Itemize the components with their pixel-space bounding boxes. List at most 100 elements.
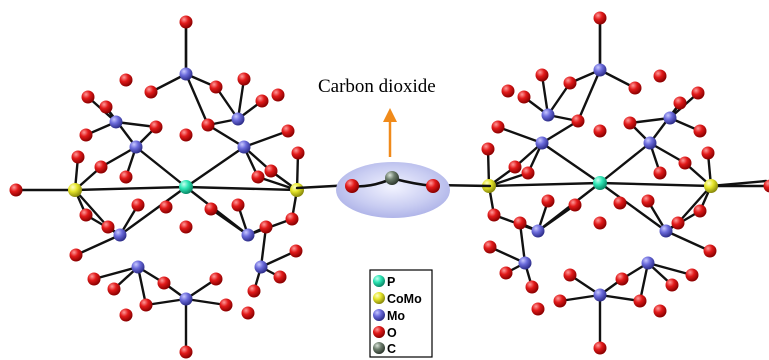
right-cluster-bonds (486, 16, 769, 350)
right-oxygen-atom (508, 160, 522, 174)
right-bond (598, 181, 668, 233)
right-oxygen-atom (653, 69, 667, 83)
right-oxygen-atom (633, 294, 647, 308)
right-terminal-bond (709, 179, 768, 188)
right-oxygen-atom (593, 341, 607, 355)
left-oxygen-atom (291, 146, 305, 160)
right-bond (540, 119, 580, 145)
left-molybdenum-atom (113, 228, 127, 242)
right-oxygen-atom (641, 194, 655, 208)
right-oxygen-atom (563, 268, 577, 282)
right-oxygen-atom (593, 11, 607, 25)
left-oxygen-atom (9, 183, 23, 197)
left-oxygen-atom (271, 88, 285, 102)
legend-item-c: C (373, 342, 396, 356)
upward-arrow-icon (383, 108, 397, 122)
right-oxygen-atom (593, 124, 607, 138)
right-oxygen-atom (501, 84, 515, 98)
right-oxygen-atom (673, 96, 687, 110)
left-phosphorus-atom (179, 180, 193, 194)
left-cluster-atoms (9, 15, 305, 359)
right-oxygen-atom (553, 294, 567, 308)
left-bond (99, 145, 138, 169)
right-oxygen-atom (499, 266, 513, 280)
right-bond (648, 101, 682, 145)
right-molybdenum-atom (641, 256, 655, 270)
right-oxygen-atom (671, 216, 685, 230)
right-oxygen-atom (763, 179, 769, 193)
right-oxygen-atom (513, 216, 527, 230)
legend-o-label: O (387, 326, 397, 340)
right-bond (648, 141, 687, 165)
co2-highlight-ellipse (336, 162, 450, 218)
right-cobalt-molybdenum-atom (704, 179, 718, 193)
left-molybdenum-atom (131, 260, 145, 274)
co2-oxygen-atom-right (426, 179, 440, 193)
right-oxygen-atom (693, 204, 707, 218)
left-oxygen-atom (219, 298, 233, 312)
left-oxygen-atom (159, 200, 173, 214)
right-molybdenum-atom (531, 224, 545, 238)
left-oxygen-atom (119, 73, 133, 87)
left-bond (209, 207, 250, 237)
left-oxygen-atom (99, 100, 113, 114)
left-oxygen-atom (259, 220, 273, 234)
left-oxygen-atom (94, 160, 108, 174)
right-molybdenum-atom (535, 136, 549, 150)
left-oxygen-atom (87, 272, 101, 286)
left-oxygen-atom (209, 80, 223, 94)
right-bond (646, 261, 694, 277)
right-molybdenum-atom (643, 136, 657, 150)
left-oxygen-atom (157, 276, 171, 290)
legend-como-swatch-icon (373, 292, 385, 304)
left-molybdenum-atom (237, 140, 251, 154)
left-bond (149, 72, 188, 94)
right-oxygen-atom (541, 194, 555, 208)
left-molybdenum-atom (179, 67, 193, 81)
left-bond (236, 77, 246, 121)
left-oxygen-atom (289, 244, 303, 258)
right-bond (598, 293, 642, 303)
left-oxygen-atom (119, 308, 133, 322)
left-molybdenum-atom (231, 112, 245, 126)
left-oxygen-atom (131, 198, 145, 212)
right-oxygen-atom (531, 302, 545, 316)
left-bond (118, 185, 188, 237)
legend-como-label: CoMo (387, 292, 422, 306)
left-bond (184, 72, 210, 127)
right-bond (664, 229, 712, 253)
right-oxygen-atom (568, 198, 582, 212)
right-bond (676, 184, 713, 225)
left-oxygen-atom (69, 248, 83, 262)
left-oxygen-atom (81, 90, 95, 104)
left-oxygen-atom (264, 164, 278, 178)
legend-p-swatch-icon (373, 275, 385, 287)
left-oxygen-atom (144, 85, 158, 99)
left-bond (259, 225, 268, 269)
left-oxygen-atom (281, 124, 295, 138)
left-molybdenum-atom (241, 228, 255, 242)
left-oxygen-atom (247, 284, 261, 298)
legend-item-como: CoMo (373, 292, 422, 306)
left-oxygen-atom (179, 220, 193, 234)
right-oxygen-atom (701, 146, 715, 160)
left-molybdenum-atom (129, 140, 143, 154)
left-oxygen-atom (71, 150, 85, 164)
carbon-dioxide-molecule (336, 108, 450, 218)
right-cluster-atoms (481, 11, 769, 355)
right-oxygen-atom (615, 272, 629, 286)
right-bond (598, 68, 637, 90)
left-cluster-bonds (14, 20, 300, 354)
left-bond (144, 297, 188, 307)
right-bond (558, 293, 602, 303)
legend-item-mo: Mo (373, 309, 405, 323)
legend-c-swatch-icon (373, 342, 385, 354)
left-bond (74, 233, 122, 257)
right-oxygen-atom (613, 196, 627, 210)
co2-carbon-atom (385, 171, 399, 185)
left-oxygen-atom (139, 298, 153, 312)
right-oxygen-atom (653, 304, 667, 318)
left-oxygen-atom (273, 270, 287, 284)
right-oxygen-atom (521, 166, 535, 180)
